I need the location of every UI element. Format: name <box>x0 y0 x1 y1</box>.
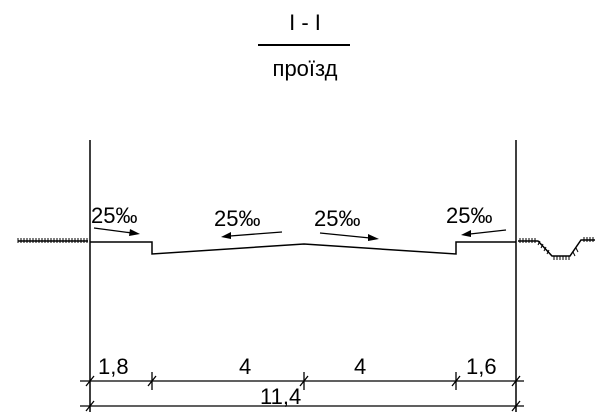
slope-label-right-verge: 25‰ <box>446 203 492 228</box>
dimension-label-left-verge: 1,8 <box>98 354 129 379</box>
title-underline <box>258 44 350 46</box>
dimension-label-right-verge: 1,6 <box>466 354 497 379</box>
slope-label-right-lane: 25‰ <box>314 206 360 231</box>
dimension-label-total: 11,4 <box>260 384 301 409</box>
segment-dimension-line <box>80 372 524 390</box>
slope-arrow-left-lane <box>221 231 283 239</box>
slope-label-left-lane: 25‰ <box>214 206 260 231</box>
left-ground-hatch <box>17 238 88 243</box>
section-title: I - I <box>289 10 321 35</box>
slope-arrow-right-lane <box>319 232 379 241</box>
road-profile <box>90 241 516 255</box>
slope-arrow-left-verge <box>93 227 140 236</box>
slope-label-left-verge: 25‰ <box>91 203 137 228</box>
slope-arrow-right-verge <box>461 229 507 237</box>
right-ground-ditch <box>518 237 595 260</box>
section-subtitle: проїзд <box>272 56 338 81</box>
dimension-label-left-lane: 4 <box>239 354 251 379</box>
dimension-label-right-lane: 4 <box>354 354 366 379</box>
total-dimension-line <box>80 400 524 412</box>
